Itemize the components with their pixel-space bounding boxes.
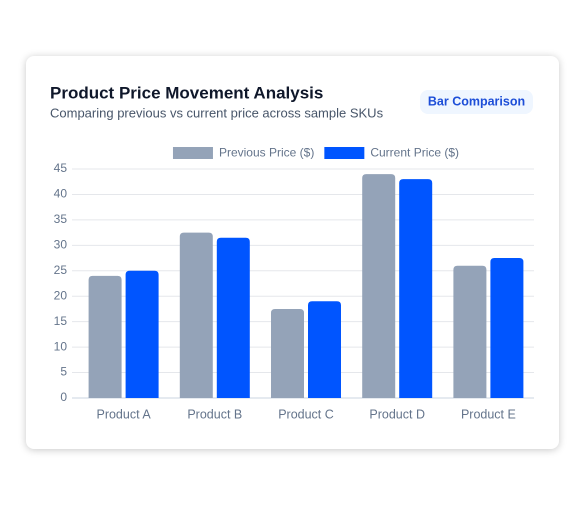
x-tick-label: Product B: [187, 407, 242, 421]
bar: [125, 270, 159, 398]
bar: [490, 258, 524, 398]
y-tick-label: 0: [60, 390, 67, 404]
y-tick-label: 20: [54, 288, 68, 302]
y-tick-label: 25: [54, 263, 68, 277]
bar: [399, 179, 433, 398]
badge-bg: [420, 90, 533, 114]
x-tick-label: Product C: [278, 407, 334, 421]
y-tick-label: 15: [54, 314, 68, 328]
legend-label: Previous Price ($): [219, 146, 314, 160]
bar: [453, 265, 487, 398]
y-tick-label: 30: [54, 238, 68, 252]
legend-label: Current Price ($): [370, 146, 459, 160]
y-tick-label: 10: [54, 339, 68, 353]
y-tick-label: 40: [54, 187, 68, 201]
bar: [179, 232, 213, 398]
x-tick-label: Product A: [96, 407, 151, 421]
x-tick-label: Product D: [369, 407, 425, 421]
y-tick-label: 5: [60, 365, 67, 379]
y-tick-label: 35: [54, 212, 68, 226]
legend-swatch: [324, 147, 365, 159]
bar: [308, 301, 341, 398]
legend-swatch: [172, 147, 213, 159]
badge: Bar Comparison: [428, 94, 525, 108]
bar: [216, 237, 250, 398]
bar: [271, 308, 304, 398]
bar: [362, 174, 396, 398]
y-tick-label: 45: [54, 161, 68, 175]
bar: [88, 275, 122, 398]
x-tick-label: Product E: [461, 407, 516, 421]
chart-title: Product Price Movement Analysis: [50, 83, 323, 102]
chart-subtitle: Comparing previous vs current price acro…: [50, 105, 384, 120]
